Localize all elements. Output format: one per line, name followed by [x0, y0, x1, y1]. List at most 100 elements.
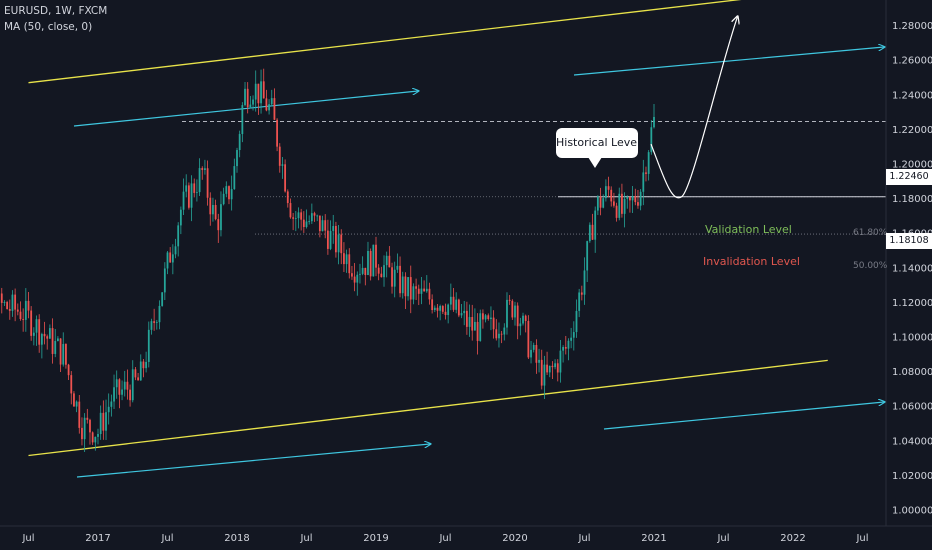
candle [530, 340, 532, 364]
invalidation-level-label: Invalidation Level [703, 255, 800, 268]
candle [65, 343, 67, 369]
candle [575, 299, 578, 338]
candle [340, 229, 343, 265]
candle [460, 304, 463, 319]
candle [372, 244, 375, 277]
callout-pointer [588, 157, 602, 168]
candle [121, 380, 123, 401]
x-tick-label: 2021 [641, 533, 666, 544]
current-price-tag: 1.22460 [886, 169, 932, 185]
x-tick-label: Jul [21, 533, 34, 544]
candle [375, 236, 377, 277]
candle [177, 222, 180, 257]
candle [57, 336, 59, 342]
candle [465, 301, 468, 335]
candle [602, 194, 605, 209]
time-axis[interactable]: Jul 2017 Jul 2018 Jul 2019 Jul 2020 Jul 2021 Jul 20… [0, 525, 932, 544]
candle [484, 313, 487, 323]
candle [305, 209, 308, 229]
candle [452, 288, 455, 312]
candle [32, 327, 35, 346]
candle [393, 261, 396, 298]
candle [556, 359, 559, 382]
candle [35, 315, 38, 346]
candle [249, 95, 252, 109]
indicator-legend[interactable]: MA (50, close, 0) [4, 21, 93, 33]
candle [337, 224, 340, 265]
candle [401, 271, 404, 299]
candle [238, 130, 241, 158]
candle [27, 292, 30, 319]
candle [540, 349, 543, 390]
y-tick-label: 1.02000 [892, 471, 932, 482]
candle [607, 176, 610, 198]
candle [604, 179, 607, 202]
candle [51, 318, 54, 364]
candle [187, 182, 190, 210]
candle [548, 365, 551, 378]
candle [508, 295, 511, 305]
candle [254, 70, 257, 112]
candle [289, 198, 292, 219]
candle [503, 323, 506, 341]
x-tick-label: 2022 [780, 533, 805, 544]
candle [284, 159, 287, 193]
trend-arrow [603, 402, 884, 430]
candle [588, 222, 591, 243]
candle [228, 185, 230, 205]
candle [190, 175, 193, 222]
candle [610, 186, 613, 207]
candle [16, 303, 19, 316]
candle [179, 206, 182, 235]
candle [377, 264, 380, 281]
candle [214, 199, 217, 221]
candle [519, 317, 522, 336]
y-tick-label: 1.18000 [892, 194, 932, 205]
candle [591, 213, 594, 241]
candle [292, 212, 295, 231]
candle [404, 272, 407, 309]
candle [150, 318, 153, 335]
symbol-title[interactable]: EURUSD, 1W, FXCM [4, 5, 108, 17]
candle [81, 417, 83, 446]
price-axis[interactable]: 1.00000 1.02000 1.04000 1.06000 1.08000 1.100… [885, 0, 932, 526]
candle [276, 118, 278, 152]
y-tick-label: 1.04000 [892, 436, 932, 447]
candle [321, 215, 324, 232]
candle [22, 308, 25, 332]
candle [645, 166, 647, 182]
x-tick-label: 2018 [224, 533, 249, 544]
candle [383, 255, 385, 287]
candle [241, 102, 244, 143]
fib-618-label: 61.80% [853, 228, 888, 238]
candle [449, 283, 452, 311]
candle [294, 210, 297, 232]
candle [527, 315, 530, 360]
candle [532, 342, 535, 353]
candle [599, 187, 602, 216]
candle [313, 211, 316, 222]
candle [286, 189, 289, 208]
candle [551, 361, 554, 380]
candle [578, 288, 581, 318]
candle [236, 147, 238, 173]
candle [564, 335, 567, 355]
candle [626, 195, 629, 209]
candle [495, 319, 498, 341]
y-tick-label: 1.06000 [892, 402, 932, 413]
candle [613, 192, 615, 208]
candle [351, 266, 353, 280]
candle [653, 103, 655, 129]
y-tick-label: 1.14000 [892, 263, 932, 274]
candle [428, 282, 431, 305]
candle [343, 242, 345, 273]
x-tick-label: Jul [577, 533, 590, 544]
candle [516, 302, 519, 340]
candle [487, 313, 490, 321]
candle [206, 160, 209, 206]
candle [83, 413, 86, 453]
candle [580, 285, 583, 301]
candle [46, 334, 49, 350]
candle [19, 301, 22, 321]
